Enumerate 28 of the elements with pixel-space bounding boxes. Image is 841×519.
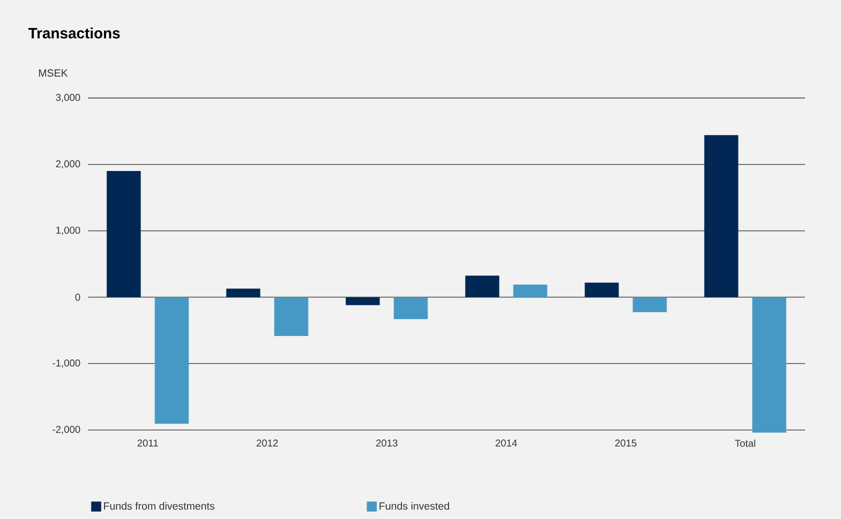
y-tick-label: 0 [75, 294, 80, 301]
bar [752, 297, 786, 433]
y-tick-label: 3,000 [56, 94, 80, 102]
bar [106, 171, 141, 298]
y-tick-label: 1,000 [56, 226, 80, 235]
bar [154, 297, 189, 424]
bar [226, 288, 260, 298]
bar [584, 282, 619, 298]
bar [513, 284, 548, 298]
legend-label: Funds from divestments [104, 502, 214, 510]
y-tick-label: -1,000 [52, 360, 80, 368]
x-tick-label: 2015 [615, 440, 636, 447]
bar [274, 297, 308, 336]
chart-title: Transactions [28, 28, 120, 38]
x-tick-label: 2012 [256, 440, 278, 447]
x-tick-label: Total [734, 440, 756, 447]
y-tick-label: 2,000 [56, 160, 80, 169]
y-tick-label: -2,000 [52, 426, 80, 434]
legend-label: Funds invested [380, 502, 450, 510]
x-tick-label: 2013 [376, 440, 398, 447]
bar [346, 297, 380, 306]
x-tick-label: 2014 [496, 440, 518, 447]
x-tick-label: 2011 [138, 440, 158, 447]
bar [394, 297, 428, 320]
bar [465, 276, 500, 298]
bar [632, 297, 667, 312]
bar [704, 135, 738, 298]
y-axis-title: MSEK [39, 69, 68, 77]
